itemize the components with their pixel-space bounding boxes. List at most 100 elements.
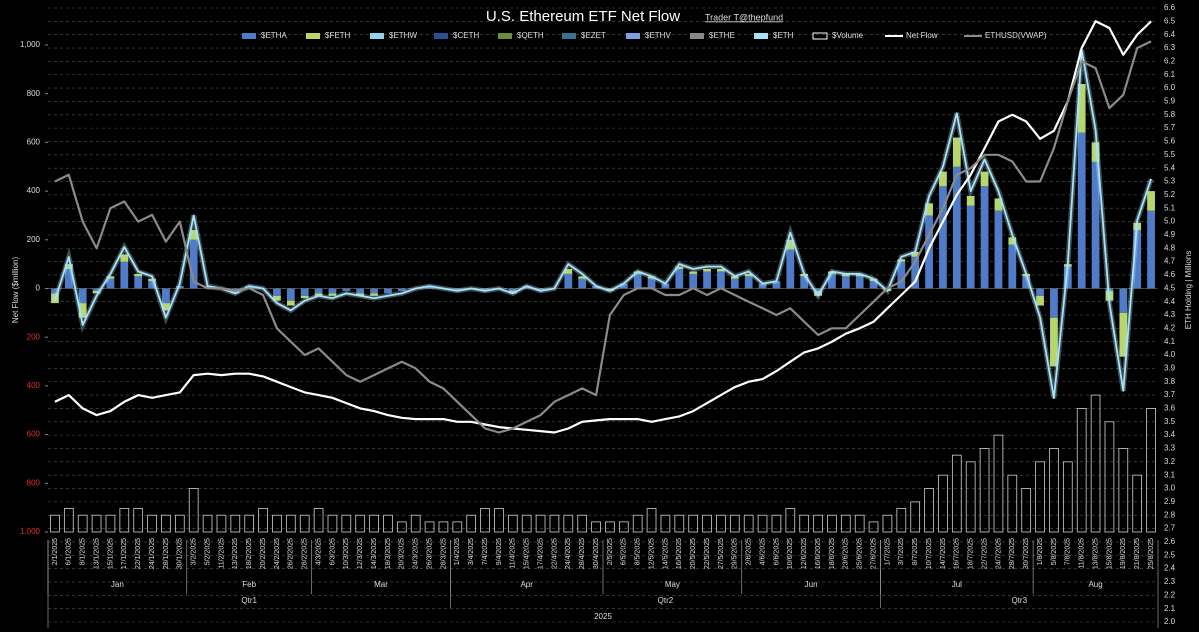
bar: [647, 278, 656, 289]
x-tick-label: 12/6/2025: [801, 538, 808, 569]
x-tick-label: 13/1/2025: [93, 538, 100, 569]
legend-label: $ETHW: [389, 31, 417, 40]
legend-swatch: [812, 32, 828, 40]
bar: [786, 249, 795, 289]
bar: [508, 290, 517, 294]
bar: [328, 293, 337, 296]
bar: [814, 290, 822, 296]
bar: [633, 273, 642, 289]
volume-bar: [868, 521, 879, 533]
bar: [231, 290, 240, 294]
bar: [619, 283, 628, 289]
y2-tick-label: 3.9: [1164, 364, 1176, 373]
x-tick-label: 27/6/2025: [870, 538, 877, 569]
month-label: Mar: [374, 580, 388, 589]
bar: [300, 295, 309, 299]
legend-label: $QETH: [517, 31, 544, 40]
y-tick-label: 200: [27, 332, 41, 341]
bar: [1091, 161, 1100, 289]
x-tick-label: 17/1/2025: [121, 538, 128, 569]
y2-tick-label: 3.5: [1164, 417, 1176, 426]
bar: [966, 195, 975, 206]
y2-axis-label: ETH Holding | Millions: [1184, 251, 1193, 330]
x-tick-label: 26/3/2025: [426, 538, 433, 569]
x-tick-label: 7/8/2025: [1065, 538, 1072, 565]
bar: [314, 288, 323, 294]
y2-tick-label: 3.2: [1164, 457, 1176, 466]
legend-label: $Volume: [832, 31, 864, 40]
y2-tick-label: 6.5: [1164, 16, 1176, 25]
volume-bar: [757, 514, 768, 533]
y2-tick-label: 2.2: [1164, 590, 1176, 599]
x-tick-label: 10/7/2025: [926, 538, 933, 569]
bar: [64, 269, 73, 289]
x-tick-label: 27/5/2025: [718, 538, 725, 569]
volume-bar: [924, 488, 934, 533]
volume-bar: [951, 454, 962, 533]
volume-bar: [105, 514, 116, 533]
bar: [897, 261, 906, 289]
bar: [425, 286, 434, 289]
legend-swatch: [434, 33, 448, 39]
y2-tick-label: 4.5: [1164, 283, 1176, 292]
bar: [175, 286, 184, 289]
quarter-label: Qtr3: [1011, 596, 1027, 605]
x-tick-label: 6/1/2025: [66, 538, 73, 565]
bar: [758, 283, 767, 289]
x-tick-label: 7/4/2025: [482, 538, 489, 565]
bar: [1119, 312, 1128, 357]
x-tick-label: 28/4/2025: [579, 538, 586, 569]
volume-bar: [993, 434, 1004, 533]
volume-bar: [702, 514, 712, 533]
y2-tick-label: 2.8: [1164, 510, 1176, 519]
y2-tick-label: 3.4: [1164, 430, 1176, 439]
x-tick-label: 16/7/2025: [954, 538, 961, 569]
bar: [689, 271, 698, 274]
x-tick-label: 8/1/2025: [80, 538, 87, 565]
y2-tick-label: 6.2: [1164, 57, 1176, 66]
y2-tick-label: 6.4: [1164, 30, 1176, 39]
bar: [1091, 142, 1100, 162]
volume-bar: [716, 514, 726, 533]
bar: [925, 203, 933, 216]
volume-bar: [549, 514, 560, 533]
bar: [855, 276, 864, 289]
volume-bar: [1076, 408, 1087, 533]
volume-bar: [882, 514, 893, 533]
volume-bar: [313, 508, 324, 533]
x-tick-label: 30/4/2025: [593, 538, 600, 569]
bar: [744, 273, 753, 277]
bar: [231, 288, 240, 291]
volume-bar: [1049, 448, 1059, 533]
y2-tick-label: 5.4: [1164, 163, 1176, 172]
bar: [273, 295, 281, 301]
bar: [911, 251, 920, 257]
bar: [606, 288, 614, 291]
x-tick-label: 22/5/2025: [704, 538, 711, 569]
bar: [703, 271, 711, 289]
bar: [841, 276, 850, 289]
x-tick-label: 20/2/2025: [260, 538, 267, 569]
volume-bar: [327, 514, 338, 533]
bar: [189, 239, 198, 289]
bar: [925, 215, 933, 289]
legend-label: $ETHE: [709, 31, 735, 40]
x-tick-label: 2/1/2025: [52, 538, 59, 565]
bar: [92, 288, 101, 291]
x-tick-label: 13/2/2025: [232, 538, 239, 569]
bar: [952, 166, 961, 289]
bar: [578, 276, 587, 279]
line: [54, 40, 1152, 434]
bar: [508, 288, 517, 291]
volume-bar: [813, 514, 823, 533]
bar: [1022, 276, 1031, 289]
y2-tick-label: 5.7: [1164, 123, 1176, 132]
x-tick-label: 16/6/2025: [815, 538, 822, 569]
bar: [1077, 132, 1086, 289]
legend-label: $FETH: [325, 31, 351, 40]
chart-title: U.S. Ethereum ETF Net Flow: [486, 8, 680, 25]
bar: [1119, 288, 1128, 313]
x-tick-label: 14/3/2025: [371, 538, 378, 569]
